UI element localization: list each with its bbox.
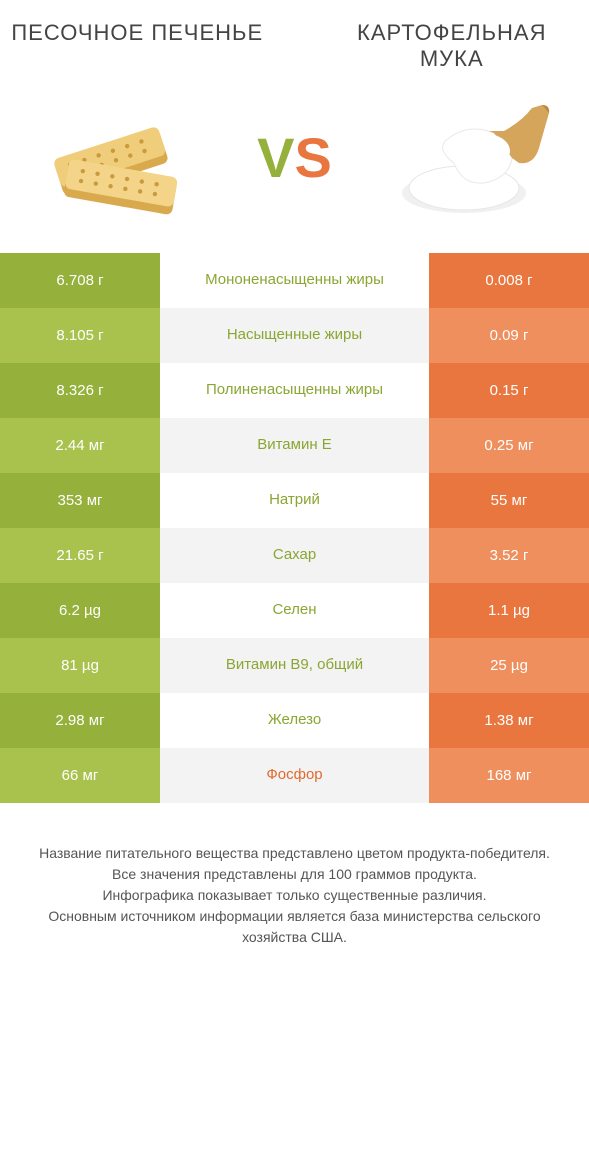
value-right: 25 µg [429,638,589,693]
value-right: 0.25 мг [429,418,589,473]
footer-line: Все значения представлены для 100 граммо… [20,864,569,885]
shortbread-icon [25,98,195,218]
value-right: 3.52 г [429,528,589,583]
value-right: 1.1 µg [429,583,589,638]
table-row: 6.2 µgСелен1.1 µg [0,583,589,638]
value-left: 6.2 µg [0,583,160,638]
table-row: 8.105 гНасыщенные жиры0.09 г [0,308,589,363]
footer-line: Инфографика показывает только существенн… [20,885,569,906]
nutrient-label: Витамин E [160,418,429,473]
footer-line: Основным источником информации является … [20,906,569,948]
nutrient-label: Сахар [160,528,429,583]
nutrient-label: Фосфор [160,748,429,803]
title-right: КАРТОФЕЛЬНАЯ МУКА [325,20,580,73]
table-row: 2.98 мгЖелезо1.38 мг [0,693,589,748]
table-row: 2.44 мгВитамин E0.25 мг [0,418,589,473]
value-left: 21.65 г [0,528,160,583]
nutrient-label: Железо [160,693,429,748]
header-row: ПЕСОЧНОЕ ПЕЧЕНЬЕ КАРТОФЕЛЬНАЯ МУКА [0,0,589,83]
value-left: 81 µg [0,638,160,693]
product-image-left [20,93,200,223]
value-left: 8.326 г [0,363,160,418]
images-row: VS [0,83,589,253]
table-row: 81 µgВитамин B9, общий25 µg [0,638,589,693]
table-row: 6.708 гМононенасыщенны жиры0.008 г [0,253,589,308]
vs-s: S [295,126,332,189]
value-right: 55 мг [429,473,589,528]
value-left: 2.44 мг [0,418,160,473]
infographic-container: ПЕСОЧНОЕ ПЕЧЕНЬЕ КАРТОФЕЛЬНАЯ МУКА [0,0,589,978]
nutrient-label: Селен [160,583,429,638]
nutrient-label: Насыщенные жиры [160,308,429,363]
value-left: 6.708 г [0,253,160,308]
value-right: 0.008 г [429,253,589,308]
nutrient-label: Мононенасыщенны жиры [160,253,429,308]
flour-scoop-icon [394,93,564,223]
product-image-right [389,93,569,223]
value-right: 168 мг [429,748,589,803]
table-row: 66 мгФосфор168 мг [0,748,589,803]
value-right: 0.09 г [429,308,589,363]
value-left: 2.98 мг [0,693,160,748]
value-right: 1.38 мг [429,693,589,748]
value-left: 66 мг [0,748,160,803]
table-row: 8.326 гПолиненасыщенны жиры0.15 г [0,363,589,418]
footer-line: Название питательного вещества представл… [20,843,569,864]
table-row: 353 мгНатрий55 мг [0,473,589,528]
footer-notes: Название питательного вещества представл… [0,803,589,978]
vs-label: VS [257,125,332,190]
table-row: 21.65 гСахар3.52 г [0,528,589,583]
nutrient-label: Натрий [160,473,429,528]
nutrient-label: Витамин B9, общий [160,638,429,693]
value-right: 0.15 г [429,363,589,418]
nutrient-label: Полиненасыщенны жиры [160,363,429,418]
vs-v: V [257,126,294,189]
title-left: ПЕСОЧНОЕ ПЕЧЕНЬЕ [10,20,265,73]
value-left: 353 мг [0,473,160,528]
comparison-table: 6.708 гМононенасыщенны жиры0.008 г8.105 … [0,253,589,803]
value-left: 8.105 г [0,308,160,363]
